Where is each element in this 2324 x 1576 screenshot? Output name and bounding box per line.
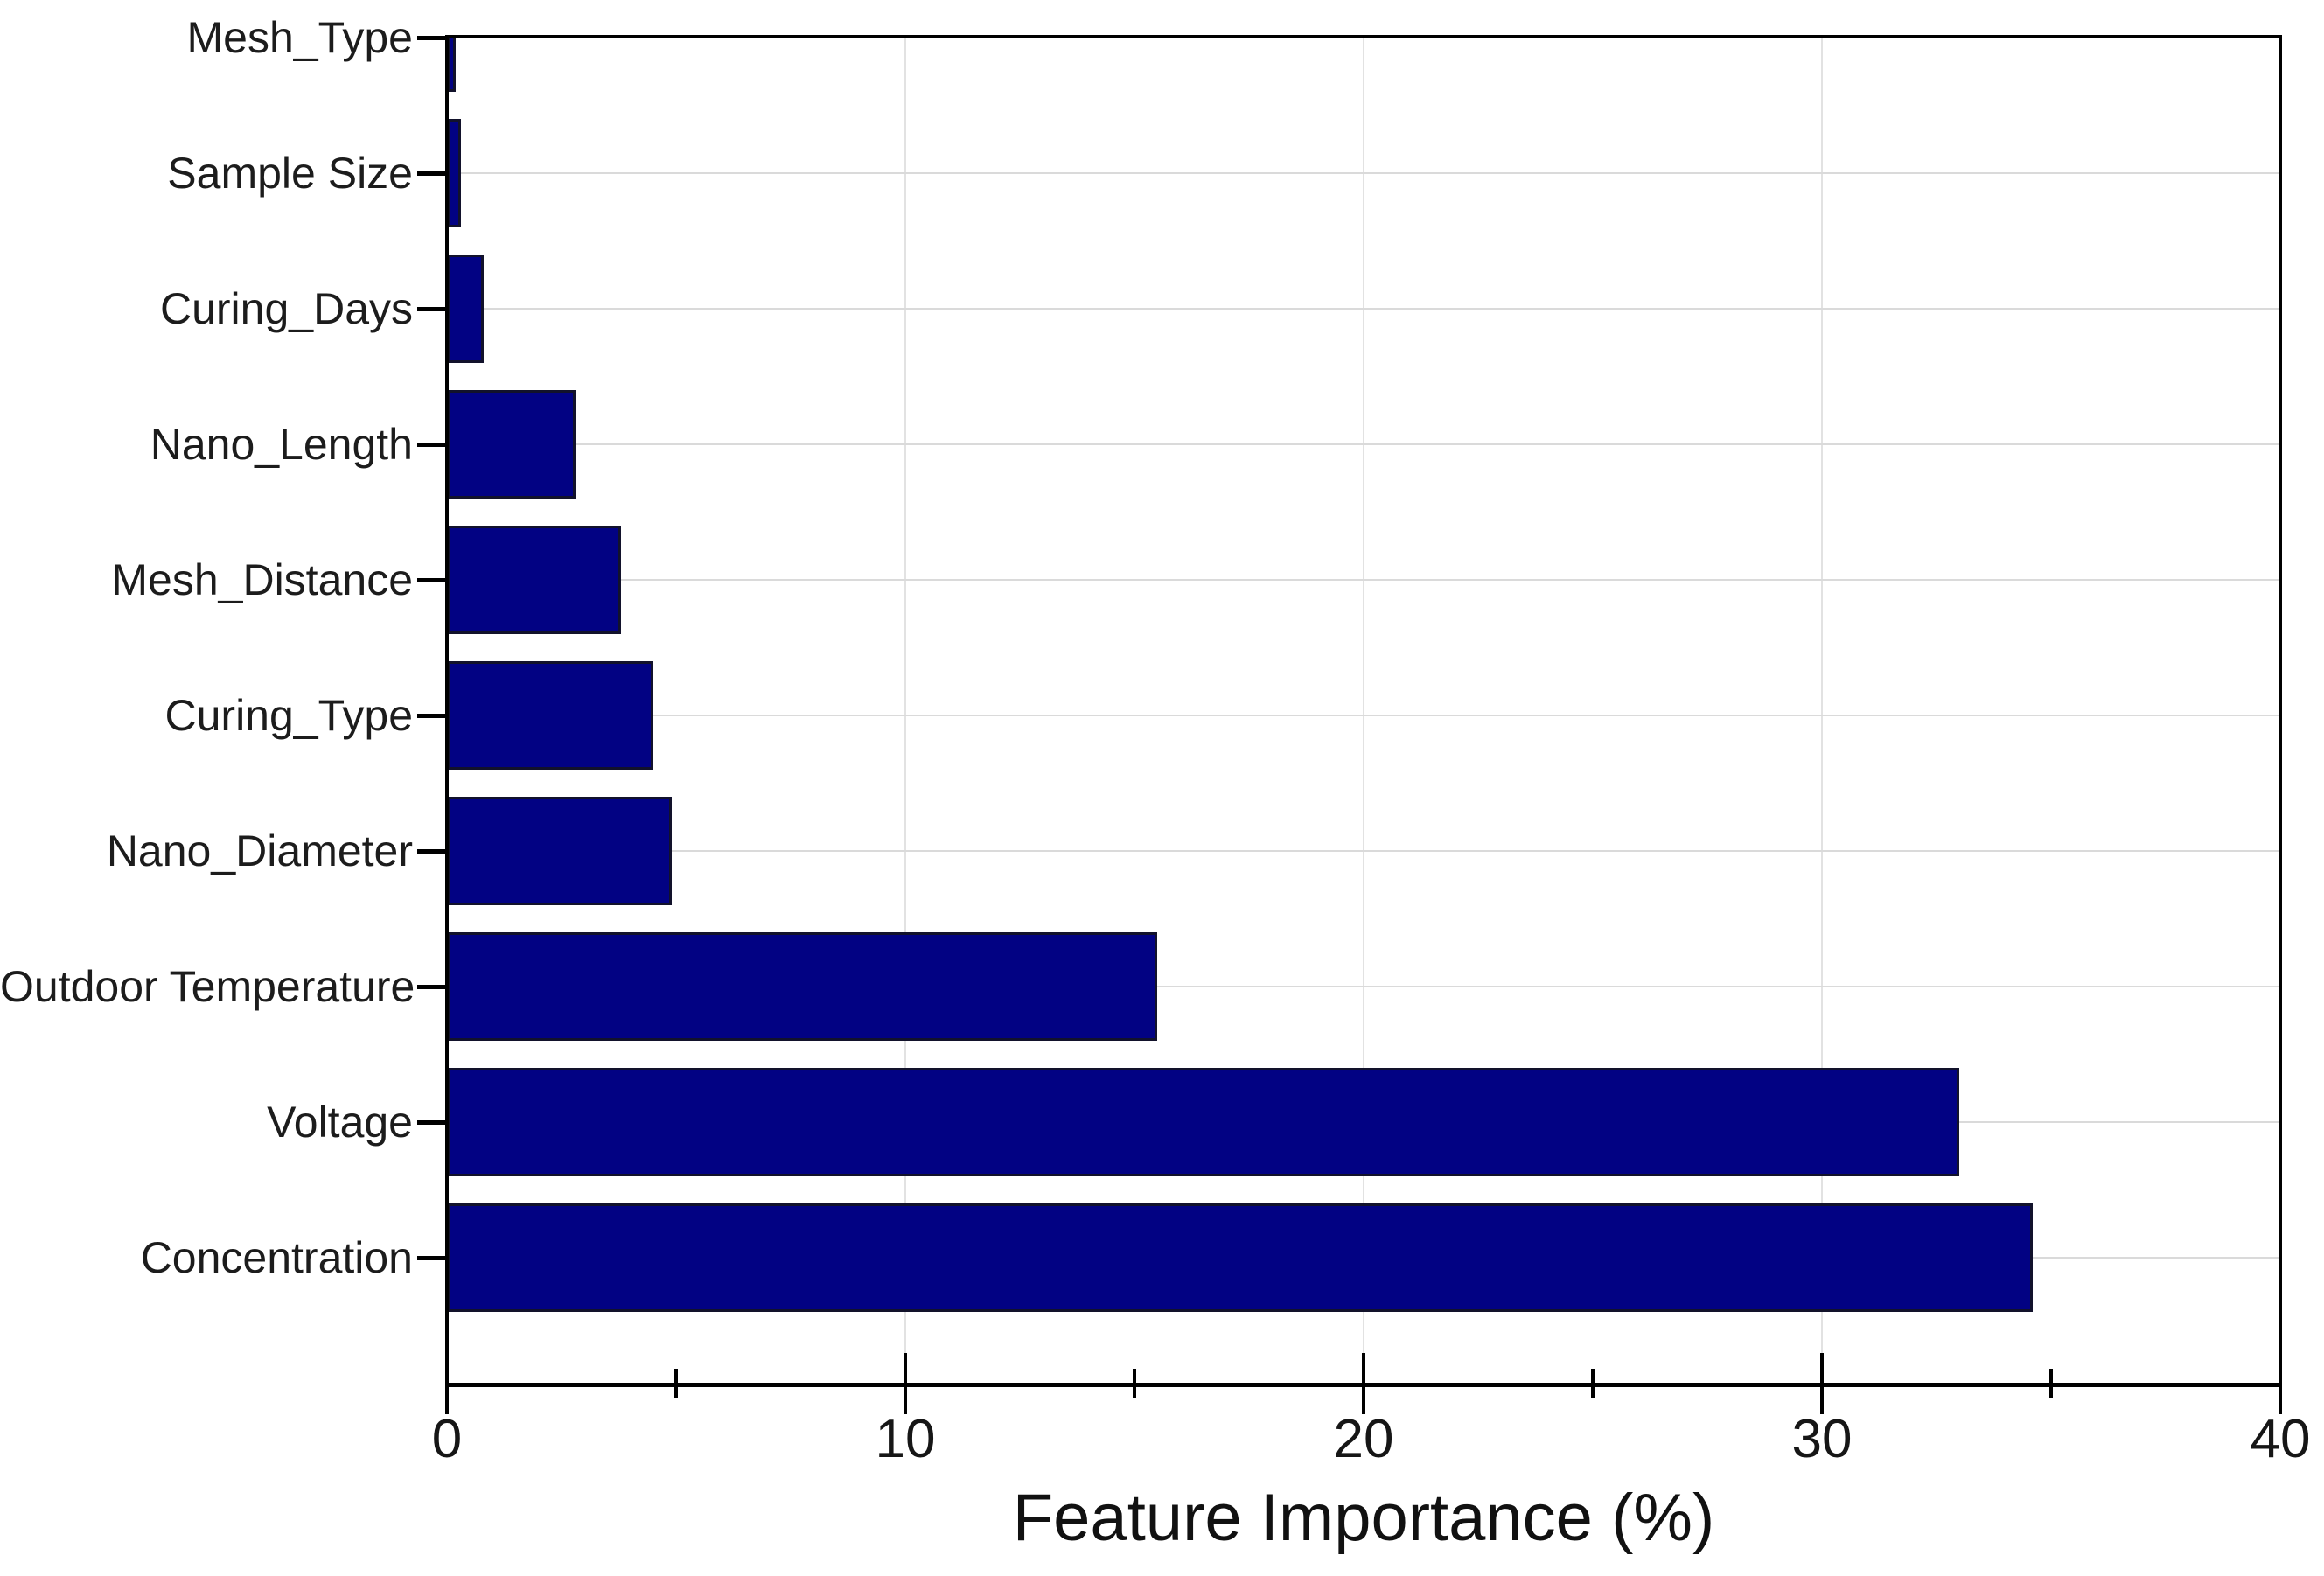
x-axis-minor-tick xyxy=(674,1369,678,1398)
x-axis-tick-label: 30 xyxy=(1791,1409,1853,1469)
category-label: Mesh_Distance xyxy=(111,555,413,604)
bar-nano-length xyxy=(447,390,576,499)
horizontal-gridline xyxy=(447,308,2280,310)
x-axis-major-tick xyxy=(2279,1353,2282,1414)
bar-concentration xyxy=(447,1203,2034,1312)
bar-mesh-distance xyxy=(447,526,622,634)
category-label: Nano_Length xyxy=(150,420,413,469)
y-axis-tick xyxy=(417,578,447,582)
x-axis-minor-tick xyxy=(1591,1369,1595,1398)
x-axis-major-tick xyxy=(904,1353,907,1414)
category-label: Concentration xyxy=(140,1233,413,1282)
x-axis-minor-tick xyxy=(2049,1369,2053,1398)
plot-area xyxy=(447,37,2280,1384)
category-label: Outdoor Temperature xyxy=(0,962,415,1011)
horizontal-gridline xyxy=(447,579,2280,581)
y-axis-tick xyxy=(417,171,447,176)
bar-curing-type xyxy=(447,661,653,770)
horizontal-gridline xyxy=(447,715,2280,716)
x-axis-major-tick xyxy=(1362,1353,1365,1414)
x-axis-major-tick xyxy=(445,1353,449,1414)
y-axis-line xyxy=(445,35,449,1386)
bar-voltage xyxy=(447,1068,1960,1176)
x-axis-tick-label: 20 xyxy=(1333,1409,1394,1469)
bar-outdoor-temperature xyxy=(447,932,1158,1041)
y-axis-tick xyxy=(417,849,447,854)
category-label: Sample Size xyxy=(167,149,413,198)
x-axis-major-tick xyxy=(1820,1353,1824,1414)
category-label: Curing_Days xyxy=(159,284,413,333)
category-label: Voltage xyxy=(267,1098,413,1147)
horizontal-gridline xyxy=(447,443,2280,445)
bar-curing-days xyxy=(447,255,484,363)
x-axis-tick-label: 40 xyxy=(2250,1409,2311,1469)
plot-frame-top xyxy=(445,35,2282,38)
y-axis-tick xyxy=(417,1256,447,1260)
category-label: Mesh_Type xyxy=(186,13,413,62)
horizontal-gridline xyxy=(447,850,2280,852)
bar-nano-diameter xyxy=(447,797,672,905)
y-axis-tick xyxy=(417,714,447,718)
bar-sample-size xyxy=(447,119,461,227)
y-axis-tick xyxy=(417,443,447,447)
x-axis-title: Feature Importance (%) xyxy=(1012,1481,1715,1555)
x-axis-tick-label: 10 xyxy=(875,1409,936,1469)
plot-frame-right xyxy=(2279,35,2282,1386)
x-axis-tick-label: 0 xyxy=(431,1409,463,1469)
category-label: Curing_Type xyxy=(164,691,414,740)
horizontal-gridline xyxy=(447,986,2280,987)
y-axis-tick xyxy=(417,36,447,40)
x-axis-minor-tick xyxy=(1133,1369,1136,1398)
y-axis-tick xyxy=(417,307,447,311)
horizontal-gridline xyxy=(447,172,2280,174)
vertical-gridline xyxy=(1821,37,1823,1384)
y-axis-tick xyxy=(417,1120,447,1125)
vertical-gridline xyxy=(904,37,906,1384)
y-axis-tick xyxy=(417,985,447,989)
category-label: Nano_Diameter xyxy=(106,826,413,875)
vertical-gridline xyxy=(1363,37,1364,1384)
